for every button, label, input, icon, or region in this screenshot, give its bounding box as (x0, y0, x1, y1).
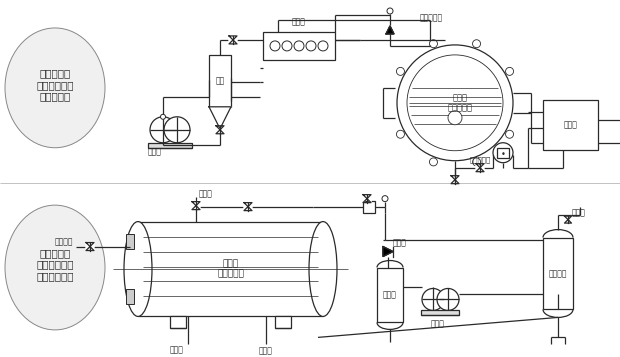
Circle shape (318, 41, 328, 51)
Text: 真空泵: 真空泵 (148, 147, 162, 156)
Text: 过滤放空阀: 过滤放空阀 (420, 14, 443, 22)
Circle shape (472, 40, 480, 48)
Text: 疏水口: 疏水口 (169, 345, 183, 354)
Circle shape (505, 130, 513, 138)
Polygon shape (90, 242, 94, 251)
Bar (421, 311, 459, 316)
Polygon shape (233, 36, 237, 44)
Circle shape (437, 288, 459, 311)
Text: 冷凝器: 冷凝器 (292, 17, 306, 26)
Polygon shape (86, 242, 90, 251)
Circle shape (396, 67, 404, 75)
Polygon shape (363, 195, 367, 203)
Circle shape (422, 288, 444, 311)
Circle shape (270, 41, 280, 51)
Text: 排气管: 排气管 (572, 208, 586, 217)
Circle shape (387, 8, 393, 14)
Circle shape (161, 114, 166, 119)
Circle shape (294, 41, 304, 51)
Circle shape (430, 158, 438, 166)
Circle shape (282, 41, 292, 51)
Text: 缓冲罐: 缓冲罐 (383, 291, 397, 300)
Circle shape (396, 130, 404, 138)
Text: •: • (500, 150, 505, 159)
Ellipse shape (309, 222, 337, 316)
Circle shape (493, 143, 513, 163)
Bar (170, 316, 186, 328)
Circle shape (505, 67, 513, 75)
Polygon shape (196, 202, 200, 210)
Polygon shape (244, 203, 248, 211)
Polygon shape (248, 203, 252, 211)
Bar (148, 143, 192, 148)
Bar (377, 267, 403, 322)
Circle shape (382, 196, 388, 202)
Polygon shape (216, 126, 220, 134)
Circle shape (397, 45, 513, 161)
Bar (126, 290, 134, 305)
Circle shape (472, 158, 480, 166)
Ellipse shape (5, 28, 105, 148)
Text: 排污口: 排污口 (259, 347, 273, 356)
Polygon shape (476, 164, 480, 172)
Text: 热水加热、
溶剂回收真空
干燥系统图: 热水加热、 溶剂回收真空 干燥系统图 (36, 68, 74, 101)
Polygon shape (209, 107, 231, 129)
Bar (275, 316, 291, 328)
Text: 热水管道泵: 热水管道泵 (470, 156, 491, 163)
Polygon shape (455, 176, 459, 183)
Bar (497, 148, 509, 158)
Text: 消毒口: 消毒口 (199, 189, 213, 198)
Polygon shape (192, 202, 196, 210)
Polygon shape (383, 247, 393, 257)
Text: 逆止阀: 逆止阀 (393, 238, 407, 247)
Polygon shape (564, 216, 568, 223)
Bar (363, 201, 375, 213)
Circle shape (448, 111, 462, 125)
Polygon shape (367, 195, 371, 203)
Text: 贮罐: 贮罐 (215, 76, 224, 85)
Bar (543, 237, 573, 310)
Polygon shape (386, 26, 394, 34)
Bar (543, 100, 598, 150)
Polygon shape (480, 164, 484, 172)
Bar (126, 233, 134, 248)
Text: 热水箱: 热水箱 (564, 120, 577, 129)
Bar (138, 222, 323, 316)
Circle shape (430, 40, 438, 48)
Polygon shape (568, 216, 572, 223)
Polygon shape (451, 176, 455, 183)
Text: 真空泵: 真空泵 (431, 319, 445, 328)
Polygon shape (229, 36, 233, 44)
Circle shape (306, 41, 316, 51)
Ellipse shape (124, 222, 152, 316)
Text: 蒸汽型
真空干燥器: 蒸汽型 真空干燥器 (217, 259, 244, 279)
Text: 蒸汽进口: 蒸汽进口 (55, 237, 73, 246)
Polygon shape (220, 126, 224, 134)
Bar (209, 55, 231, 107)
Circle shape (164, 117, 190, 143)
Text: 蒸汽加热、
溶剂不回收真
空干燥系统图: 蒸汽加热、 溶剂不回收真 空干燥系统图 (36, 248, 74, 281)
Bar (263, 32, 335, 60)
Text: 水分离器: 水分离器 (549, 269, 567, 278)
Ellipse shape (5, 205, 105, 330)
Text: 热水型
真空干燥器: 热水型 真空干燥器 (448, 93, 472, 112)
Circle shape (407, 55, 503, 151)
Circle shape (150, 117, 176, 143)
